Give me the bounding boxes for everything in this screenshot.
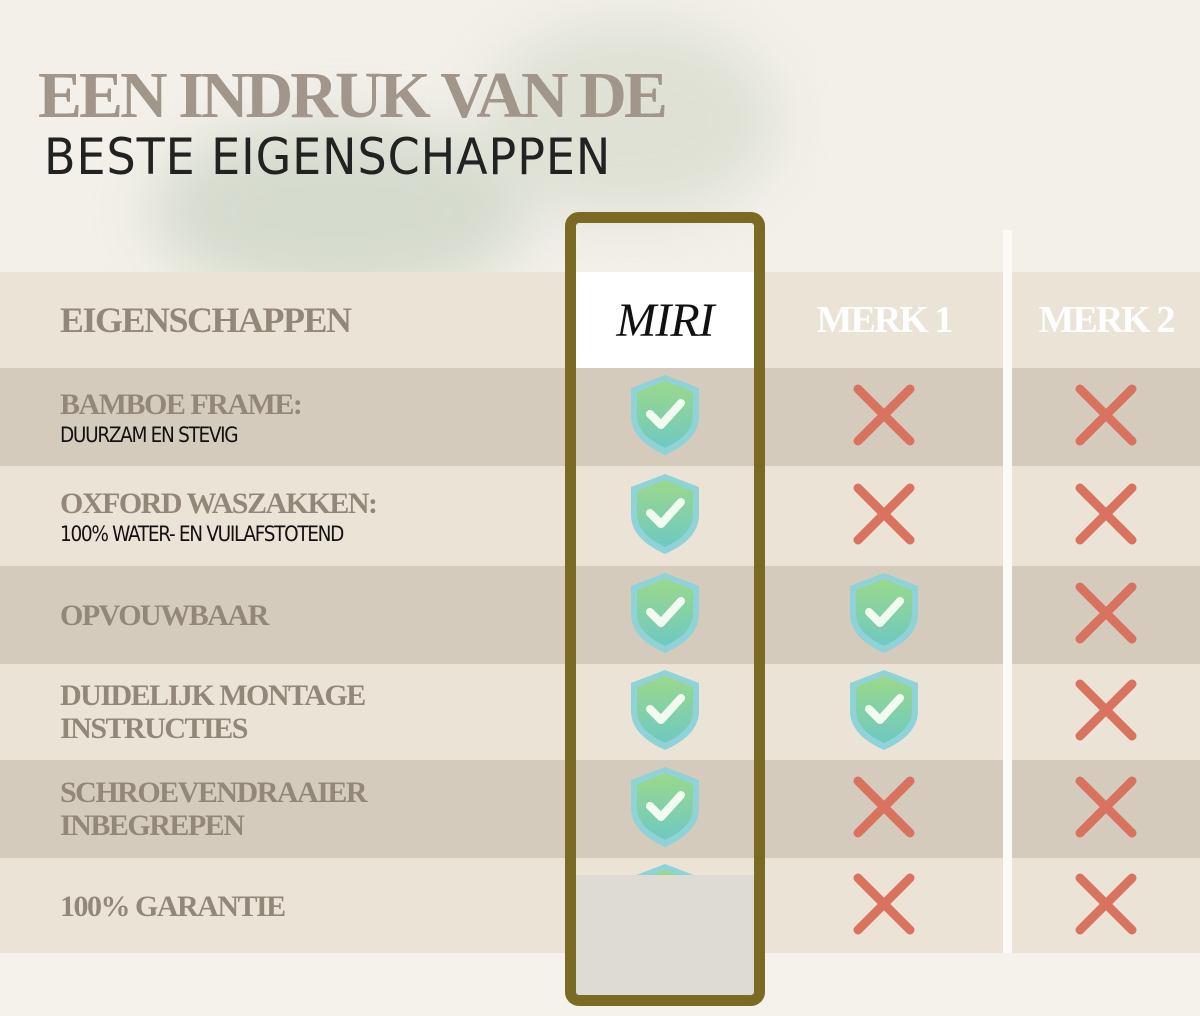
shield-check-icon bbox=[626, 764, 704, 855]
feature-label: OXFORD WASZAKKEN: bbox=[60, 486, 378, 520]
table-row: BAMBOE FRAME: DUURZAM EN STEVIG bbox=[0, 368, 1200, 466]
shield-check-icon bbox=[845, 570, 923, 661]
header-row: EIGENSCHAPPEN MIRI MERK 1 MERK 2 bbox=[0, 272, 1200, 368]
cross-icon bbox=[852, 383, 916, 452]
feature-sub: DUURZAM EN STEVIG bbox=[60, 422, 239, 447]
cross-icon bbox=[1074, 581, 1138, 650]
shield-check-icon bbox=[845, 667, 923, 758]
background-leaf bbox=[480, 20, 780, 220]
cross-icon bbox=[1074, 482, 1138, 551]
brand-merk2: MERK 2 bbox=[1038, 299, 1176, 341]
table-row: OXFORD WASZAKKEN: 100% WATER- EN VUILAFST… bbox=[0, 466, 1200, 566]
feature-label: DUIDELIJK MONTAGE INSTRUCTIES bbox=[60, 679, 366, 745]
feature-label: SCHROEVENDRAAIER INBEGREPEN bbox=[60, 776, 368, 842]
brand-miri: MIRI bbox=[616, 293, 714, 347]
cross-icon bbox=[852, 775, 916, 844]
shield-check-icon bbox=[626, 372, 704, 463]
shield-check-icon bbox=[626, 471, 704, 562]
shield-check-icon bbox=[626, 570, 704, 661]
cross-icon bbox=[1074, 383, 1138, 452]
table-row: DUIDELIJK MONTAGE INSTRUCTIES bbox=[0, 664, 1200, 760]
brand-merk1: MERK 1 bbox=[816, 299, 954, 341]
cross-icon bbox=[1074, 775, 1138, 844]
title-line1: EEN INDRUK VAN DE bbox=[38, 59, 668, 132]
cross-icon bbox=[1074, 872, 1138, 941]
table-row: OPVOUWBAAR bbox=[0, 566, 1200, 664]
cross-icon bbox=[852, 482, 916, 551]
title-line2: BESTE EIGENSCHAPPEN bbox=[44, 128, 612, 186]
feature-label: 100% GARANTIE bbox=[60, 890, 286, 923]
cross-icon bbox=[852, 872, 916, 941]
feature-label: BAMBOE FRAME: bbox=[60, 387, 303, 421]
cross-icon bbox=[1074, 678, 1138, 747]
feature-label: OPVOUWBAAR bbox=[60, 598, 269, 632]
background-leaf bbox=[150, 120, 530, 300]
header-label: EIGENSCHAPPEN bbox=[60, 299, 352, 340]
feature-sub: 100% WATER- EN VUILAFSTOTEND bbox=[60, 521, 344, 546]
table-row: SCHROEVENDRAAIER INBEGREPEN bbox=[0, 760, 1200, 858]
shield-check-icon bbox=[626, 667, 704, 758]
